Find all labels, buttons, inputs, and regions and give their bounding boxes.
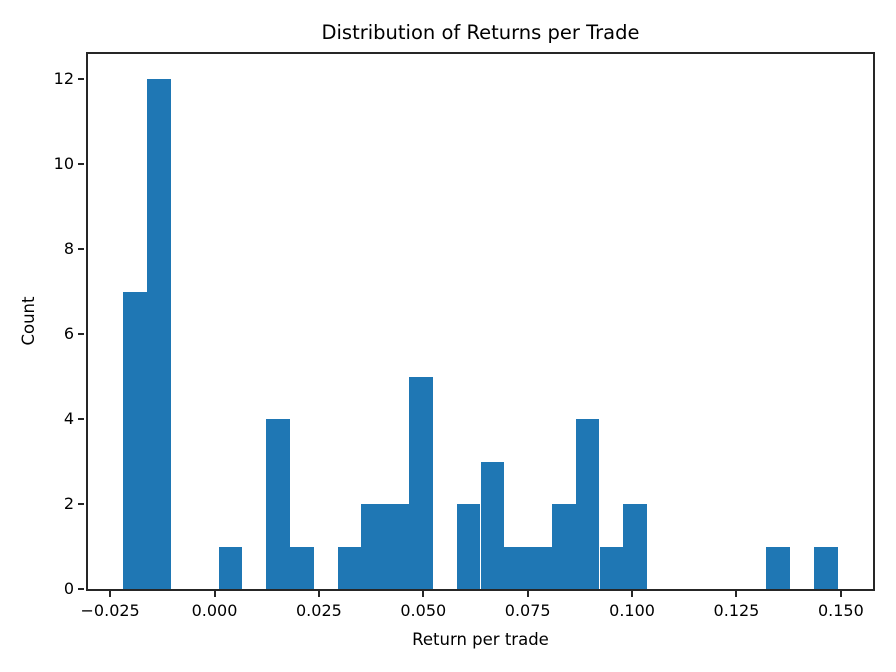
histogram-bar bbox=[456, 504, 481, 589]
histogram-bar bbox=[551, 504, 576, 589]
x-tick-label: 0.000 bbox=[191, 601, 238, 620]
histogram-bar bbox=[147, 79, 172, 589]
y-tick-mark bbox=[78, 78, 84, 81]
y-tick-mark bbox=[78, 588, 84, 590]
y-tick-mark bbox=[78, 248, 84, 251]
x-tick-label: 0.025 bbox=[296, 601, 342, 620]
y-tick-mark bbox=[78, 418, 84, 421]
x-tick-mark bbox=[317, 591, 320, 597]
x-tick-mark bbox=[109, 591, 112, 597]
x-tick-mark bbox=[839, 591, 842, 597]
x-tick-label: 0.150 bbox=[817, 601, 864, 620]
histogram-bar bbox=[218, 546, 243, 589]
histogram-bar bbox=[528, 546, 552, 589]
y-tick-label: 2 bbox=[63, 494, 74, 514]
y-tick-label: 10 bbox=[53, 154, 74, 174]
histogram-bar bbox=[575, 419, 600, 589]
y-tick-mark bbox=[78, 503, 84, 506]
chart-title: Distribution of Returns per Trade bbox=[321, 21, 640, 44]
histogram-bar bbox=[813, 546, 838, 589]
histogram-bar bbox=[504, 546, 529, 589]
histogram-bar bbox=[123, 291, 148, 589]
x-tick-label: 0.100 bbox=[609, 601, 655, 620]
y-tick-label: 4 bbox=[63, 409, 74, 429]
histogram-bar bbox=[337, 546, 362, 589]
histogram-bar bbox=[290, 546, 314, 589]
x-tick-mark bbox=[526, 591, 529, 597]
x-tick-label: 0.075 bbox=[504, 601, 551, 620]
histogram-bar bbox=[766, 546, 790, 589]
x-tick-mark bbox=[631, 591, 634, 597]
y-tick-label: 0 bbox=[63, 579, 74, 598]
histogram-bar bbox=[599, 546, 624, 589]
x-tick-mark bbox=[422, 591, 425, 597]
histogram-bar bbox=[409, 376, 433, 589]
histogram-bar bbox=[480, 461, 505, 589]
y-tick-mark bbox=[78, 333, 84, 336]
histogram-bar bbox=[385, 504, 410, 589]
histogram-bar bbox=[623, 504, 648, 589]
x-tick-label: 0.050 bbox=[400, 601, 447, 620]
x-axis-label: Return per trade bbox=[412, 630, 549, 649]
y-tick-label: 12 bbox=[53, 69, 74, 89]
x-tick-mark bbox=[735, 591, 738, 597]
histogram-bar bbox=[361, 504, 386, 589]
x-tick-label: −0.025 bbox=[80, 601, 140, 620]
x-tick-label: 0.125 bbox=[713, 601, 760, 620]
y-axis-label: Count bbox=[19, 296, 38, 346]
y-tick-label: 6 bbox=[63, 324, 74, 344]
y-tick-label: 8 bbox=[63, 239, 74, 259]
y-tick-mark bbox=[78, 163, 84, 166]
histogram-bar bbox=[266, 419, 291, 589]
plot-area bbox=[86, 52, 875, 591]
x-tick-mark bbox=[213, 591, 216, 597]
